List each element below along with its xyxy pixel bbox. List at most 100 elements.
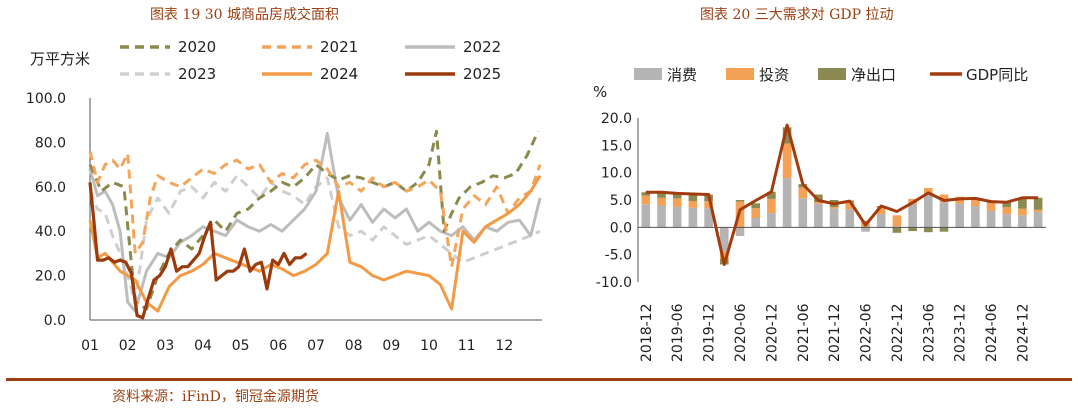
chart2-xtick: 2021-06 bbox=[796, 303, 812, 362]
chart1-xtick: 09 bbox=[382, 338, 400, 354]
chart2-xtick-label: 2022-12 bbox=[890, 304, 906, 363]
chart1-legend-label-2020: 2020 bbox=[178, 38, 216, 56]
chart2-bar bbox=[657, 205, 666, 228]
chart1-legend-label-2024: 2024 bbox=[320, 65, 358, 83]
chart2-ytick: 10.0 bbox=[601, 166, 632, 182]
chart2-bar bbox=[845, 202, 855, 210]
chart2-xtick: 2020-12 bbox=[764, 304, 780, 363]
chart2-bar bbox=[657, 192, 666, 198]
housing-area-line-chart: 万平方米 0.0 20.0 40.0 60.0 80.0 100.0 01 02 03 04 05… bbox=[26, 38, 542, 354]
chart1-xtick: 10 bbox=[420, 338, 438, 354]
chart1-xtick: 04 bbox=[194, 338, 212, 354]
chart2-bar bbox=[1018, 215, 1027, 228]
chart2-bar bbox=[672, 194, 682, 199]
chart2-bar bbox=[641, 192, 651, 196]
chart2-bar bbox=[861, 220, 870, 223]
chart2-xtick: 2018-12 bbox=[639, 304, 655, 363]
chart2-bar bbox=[892, 215, 902, 227]
chart2-bar bbox=[751, 208, 760, 218]
chart2-legend-label: 投资 bbox=[759, 66, 789, 84]
chart2-xtick: 2024-06 bbox=[984, 303, 1000, 362]
chart2-bar bbox=[782, 178, 792, 228]
chart1-xtick: 06 bbox=[269, 338, 287, 354]
chart2-ytick: 0.0 bbox=[610, 220, 632, 236]
chart2-xtick-label: 2022-06 bbox=[859, 303, 875, 362]
chart2-bar bbox=[829, 207, 839, 209]
chart1-xtick: 08 bbox=[345, 338, 363, 354]
chart2-xtick-label: 2019-12 bbox=[702, 304, 718, 363]
chart2-xtick-label: 2021-06 bbox=[796, 303, 812, 362]
footer-divider bbox=[6, 378, 1072, 381]
chart1-ylabel: 万平方米 bbox=[30, 50, 90, 68]
chart2-bar bbox=[735, 200, 745, 202]
chart2-bar bbox=[1033, 209, 1043, 212]
chart2-bar bbox=[1002, 214, 1012, 228]
chart2-bar bbox=[735, 227, 745, 236]
chart1-legend-label-2021: 2021 bbox=[320, 38, 358, 56]
chart2-ytick: 5.0 bbox=[610, 193, 632, 209]
chart2-title: 图表 20 三大需求对 GDP 拉动 bbox=[700, 7, 894, 23]
chart2-bar bbox=[641, 195, 651, 205]
chart2-xtick-label: 2023-12 bbox=[953, 304, 969, 363]
chart2-bar bbox=[767, 191, 776, 199]
chart2-bar bbox=[767, 213, 776, 228]
chart2-bar bbox=[986, 210, 996, 228]
chart2-bar bbox=[1018, 198, 1027, 209]
chart2-bar bbox=[955, 203, 964, 228]
chart2-bar bbox=[971, 199, 980, 207]
chart2-xtick: 2019-06 bbox=[670, 303, 686, 362]
chart2-bar bbox=[720, 227, 729, 252]
chart2-ytick: 15.0 bbox=[601, 138, 632, 154]
chart2-bar bbox=[845, 209, 855, 228]
chart1-series-2024 bbox=[88, 174, 542, 313]
chart1-xtick: 11 bbox=[458, 338, 476, 354]
chart2-legend-label: GDP同比 bbox=[966, 66, 1028, 84]
chart1-xtick: 12 bbox=[495, 338, 513, 354]
chart2-xtick: 2020-06 bbox=[733, 303, 749, 362]
chart2-bar bbox=[704, 208, 713, 228]
chart2-bar bbox=[641, 204, 651, 228]
chart2-bar bbox=[892, 227, 902, 233]
chart2-bar bbox=[704, 201, 713, 209]
chart1-xtick: 01 bbox=[81, 338, 99, 354]
chart2-bar bbox=[892, 226, 902, 228]
chart2-bar bbox=[971, 206, 980, 228]
chart2-bar bbox=[908, 203, 917, 228]
chart2-ytick: -10.0 bbox=[596, 275, 632, 291]
chart2-bar bbox=[751, 218, 760, 228]
chart2-bar bbox=[939, 202, 949, 228]
chart2-bar bbox=[688, 194, 698, 202]
chart1-series-2020 bbox=[88, 129, 540, 311]
chart2-bar bbox=[814, 203, 823, 228]
chart2-bar bbox=[657, 197, 666, 206]
chart1-xtick: 05 bbox=[232, 338, 250, 354]
chart2-bar bbox=[814, 202, 823, 204]
chart2-bar bbox=[829, 208, 839, 228]
chart2-ytick: -5.0 bbox=[605, 248, 632, 264]
chart2-bar bbox=[798, 198, 808, 228]
chart2-xtick-label: 2020-06 bbox=[733, 303, 749, 362]
chart2-bar bbox=[720, 251, 729, 260]
chart2-xtick: 2019-12 bbox=[702, 304, 718, 363]
chart1-ytick: 100.0 bbox=[26, 91, 66, 107]
chart2-gdp-line bbox=[645, 123, 1039, 266]
chart2-xtick-label: 2018-12 bbox=[639, 304, 655, 363]
chart1-xtick: 02 bbox=[119, 338, 137, 354]
chart1-legend-label-2022: 2022 bbox=[463, 38, 501, 56]
chart2-bar bbox=[672, 206, 682, 228]
chart2-bar bbox=[1018, 208, 1027, 216]
chart2-bar bbox=[688, 207, 698, 228]
chart2-bar bbox=[751, 203, 760, 209]
source-note: 资料来源：iFinD，铜冠金源期货 bbox=[112, 389, 319, 405]
chart2-xtick-label: 2021-12 bbox=[827, 304, 843, 363]
chart2-bar bbox=[1002, 201, 1012, 208]
chart1-ytick: 40.0 bbox=[35, 224, 66, 240]
chart2-bar bbox=[861, 227, 870, 232]
chart2-bar bbox=[782, 143, 792, 179]
chart2-bar bbox=[924, 194, 933, 228]
chart2-bar bbox=[1033, 212, 1043, 228]
chart2-bar bbox=[798, 187, 808, 199]
chart2-bar bbox=[939, 227, 949, 232]
chart1-title: 图表 19 30 城商品房成交面积 bbox=[150, 7, 339, 23]
chart2-xtick-label: 2024-06 bbox=[984, 303, 1000, 362]
